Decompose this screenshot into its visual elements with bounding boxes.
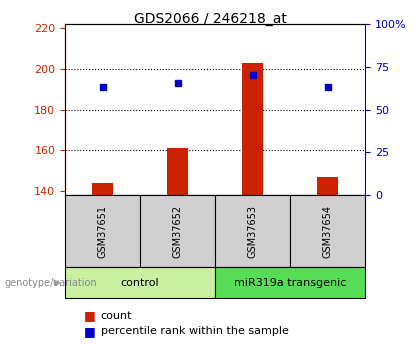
Text: genotype/variation: genotype/variation [4,278,97,288]
Text: ■: ■ [84,325,96,338]
Text: count: count [101,311,132,321]
Text: GSM37653: GSM37653 [248,205,258,258]
Text: control: control [121,278,160,288]
Text: GSM37652: GSM37652 [173,205,183,258]
Bar [242,63,263,195]
Text: GSM37651: GSM37651 [97,205,108,258]
Text: percentile rank within the sample: percentile rank within the sample [101,326,289,336]
Bar [215,267,365,298]
Bar [215,195,290,267]
Text: GDS2066 / 246218_at: GDS2066 / 246218_at [134,12,286,26]
Text: ■: ■ [84,309,96,322]
Text: miR319a transgenic: miR319a transgenic [234,278,346,288]
Bar [140,195,215,267]
Bar [167,148,188,195]
Bar [65,267,215,298]
Bar [290,195,365,267]
Bar [65,195,140,267]
Text: GSM37654: GSM37654 [323,205,333,258]
Bar [318,177,339,195]
Bar [92,183,113,195]
